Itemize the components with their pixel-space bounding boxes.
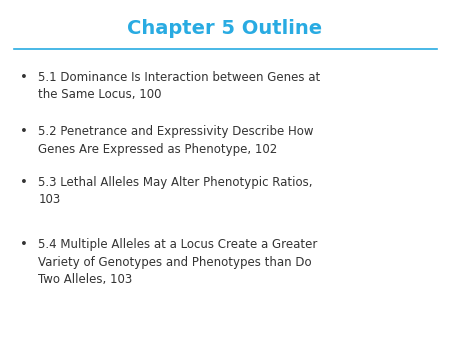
Text: 5.2 Penetrance and Expressivity Describe How
Genes Are Expressed as Phenotype, 1: 5.2 Penetrance and Expressivity Describe… <box>38 125 314 155</box>
Text: 5.1 Dominance Is Interaction between Genes at
the Same Locus, 100: 5.1 Dominance Is Interaction between Gen… <box>38 71 320 101</box>
Text: •: • <box>20 176 28 189</box>
Text: 5.4 Multiple Alleles at a Locus Create a Greater
Variety of Genotypes and Phenot: 5.4 Multiple Alleles at a Locus Create a… <box>38 238 318 286</box>
Text: •: • <box>20 125 28 138</box>
Text: Chapter 5 Outline: Chapter 5 Outline <box>127 19 323 38</box>
Text: 5.3 Lethal Alleles May Alter Phenotypic Ratios,
103: 5.3 Lethal Alleles May Alter Phenotypic … <box>38 176 313 206</box>
Text: •: • <box>20 238 28 251</box>
Text: •: • <box>20 71 28 84</box>
